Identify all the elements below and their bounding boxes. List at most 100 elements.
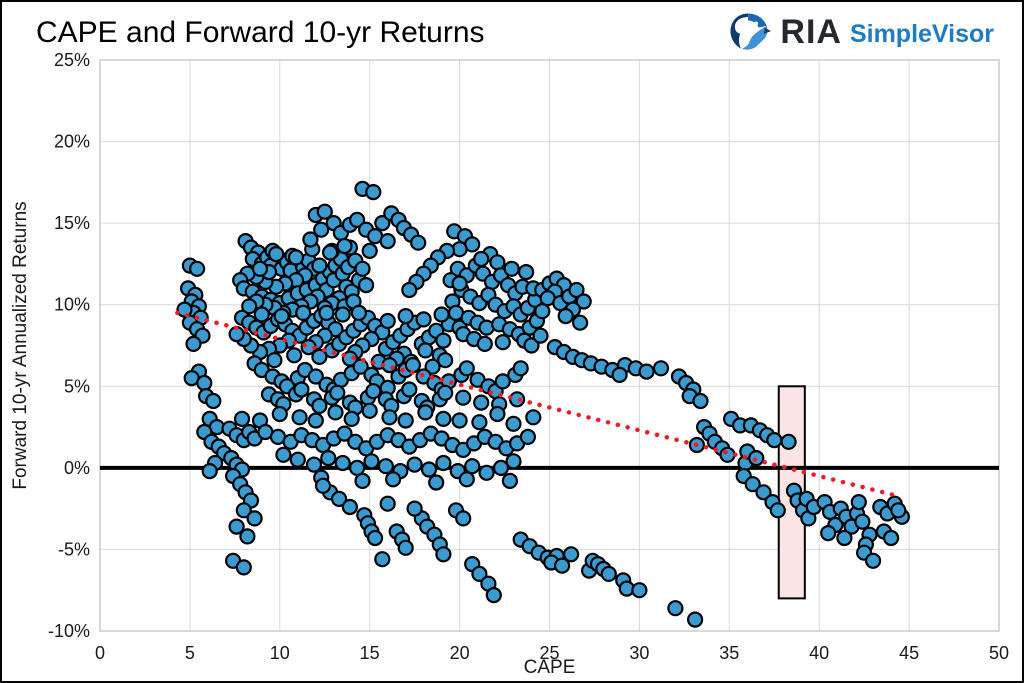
scatter-point	[205, 392, 222, 410]
scatter-point	[553, 557, 571, 574]
scatter-point	[489, 405, 506, 423]
scatter-point	[568, 281, 585, 299]
scatter-point	[455, 389, 472, 406]
scatter-point	[638, 363, 655, 380]
scatter-point	[836, 529, 853, 547]
scatter-point	[275, 446, 292, 463]
scatter-point	[562, 546, 580, 563]
scatter-point	[494, 373, 511, 390]
scatter-point	[451, 275, 468, 292]
y-tick-label: -5%	[58, 539, 90, 559]
scatter-point	[302, 231, 319, 248]
scatter-point	[437, 352, 454, 369]
scatter-point	[377, 458, 394, 475]
brand-name: RIA	[780, 12, 842, 51]
scatter-point	[176, 301, 193, 318]
scatter-point	[374, 551, 391, 568]
scatter-point	[744, 476, 761, 493]
brand-product-name: SimpleVisor	[849, 19, 994, 48]
scatter-point	[268, 246, 285, 263]
scatter-point	[349, 459, 366, 476]
scatter-point	[354, 472, 371, 489]
scatter-point	[336, 237, 353, 255]
scatter-point	[611, 366, 628, 383]
scatter-point	[311, 348, 328, 365]
x-tick-label: 0	[95, 643, 105, 663]
scatter-point	[327, 404, 344, 421]
scatter-point	[769, 502, 786, 519]
scatter-point	[201, 463, 218, 480]
y-tick-label: 15%	[54, 213, 90, 233]
scatter-point	[313, 221, 330, 238]
scatter-point	[489, 254, 506, 271]
scatter-point	[437, 384, 454, 401]
scatter-point	[631, 582, 648, 599]
scatter-point	[417, 404, 434, 421]
scatter-point	[385, 471, 402, 488]
scatter-point	[289, 451, 306, 468]
scatter-point	[322, 244, 339, 261]
scatter-point	[251, 260, 269, 277]
scatter-point	[864, 552, 882, 569]
scatter-point	[512, 360, 529, 377]
scatter-point	[476, 335, 493, 352]
scatter-point	[329, 384, 346, 401]
y-tick-label: 10%	[54, 295, 90, 315]
scatter-point	[424, 358, 441, 375]
scatter-point	[503, 260, 520, 277]
scatter-point	[820, 524, 837, 542]
scatter-point	[241, 298, 258, 315]
scatter-point	[397, 412, 414, 429]
scatter-point	[505, 415, 522, 432]
trend-line	[175, 310, 896, 498]
scatter-point	[189, 260, 206, 277]
scatter-point	[854, 513, 871, 530]
x-tick-label: 25	[539, 643, 559, 663]
scatter-point	[293, 381, 310, 398]
scatter-point	[235, 502, 252, 519]
scatter-point	[379, 495, 396, 512]
scatter-point	[435, 454, 452, 472]
x-tick-label: 45	[899, 643, 919, 663]
ria-simplevisor-logo: RIA SimpleVisor	[726, 10, 994, 54]
scatter-point	[354, 260, 371, 277]
scatter-point	[349, 211, 366, 228]
scatter-point	[196, 374, 213, 392]
scatter-point	[381, 409, 398, 426]
scatter-point	[367, 529, 384, 547]
scatter-point	[652, 360, 670, 377]
scatter-point	[532, 327, 549, 344]
scatter-point	[266, 352, 283, 369]
scatter-point	[464, 458, 481, 475]
scatter-point	[379, 312, 396, 330]
scatter-point	[557, 308, 574, 325]
scatter-point	[406, 500, 423, 517]
scatter-point	[318, 304, 335, 321]
scatter-point	[352, 358, 369, 375]
x-tick-label: 50	[989, 643, 1009, 663]
scatter-point	[374, 215, 391, 232]
x-tick-label: 35	[719, 643, 739, 663]
scatter-point	[341, 498, 358, 516]
scatter-point	[401, 381, 418, 398]
page-title: CAPE and Forward 10-yr Returns	[36, 16, 485, 49]
scatter-point	[273, 308, 290, 325]
scatter-point	[311, 257, 328, 274]
y-tick-label: -10%	[48, 621, 90, 641]
scatter-point	[719, 446, 736, 463]
x-tick-label: 10	[270, 643, 290, 663]
scatter-point	[365, 383, 382, 400]
scatter-point	[246, 510, 263, 527]
scatter-point	[485, 586, 502, 604]
scatter-point	[397, 308, 414, 325]
x-tick-label: 30	[629, 643, 649, 663]
plot-border	[99, 59, 1000, 632]
scatter-point	[365, 184, 382, 201]
scatter-point	[305, 456, 323, 473]
y-tick-label: 20%	[54, 132, 90, 152]
scatter-point	[571, 314, 589, 331]
scatter-point	[471, 414, 488, 431]
scatter-point	[420, 461, 438, 478]
